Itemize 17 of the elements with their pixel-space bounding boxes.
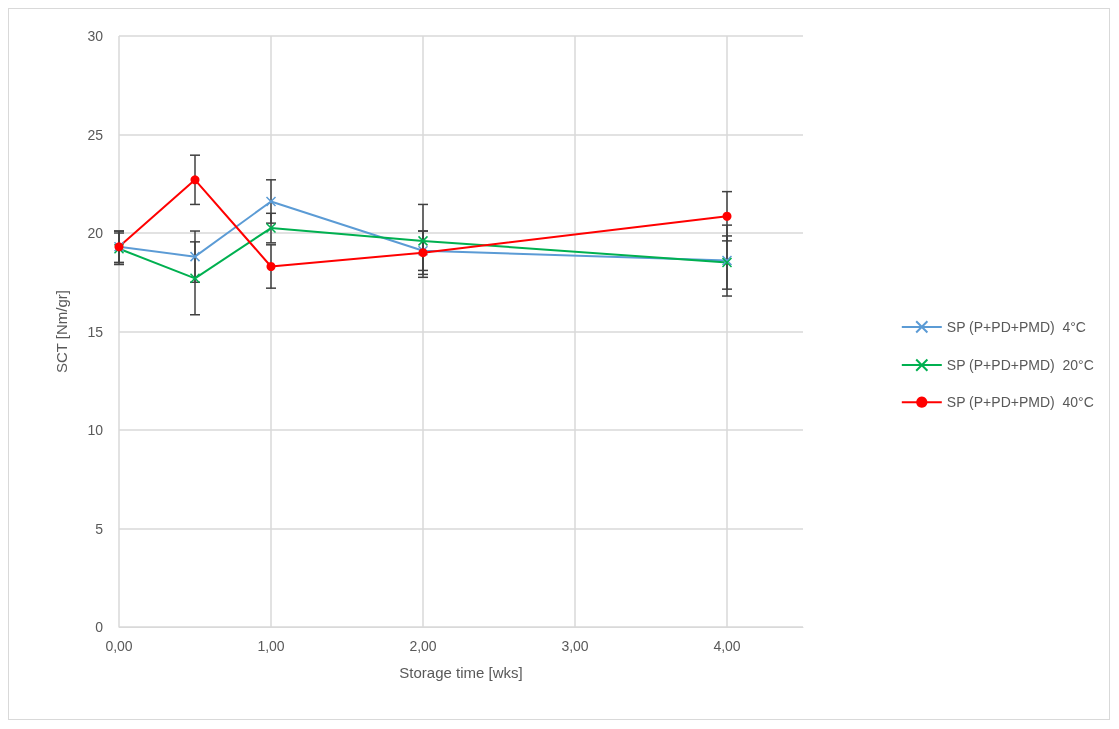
x-tick-label: 4,00 — [713, 638, 741, 654]
y-tick-label: 15 — [87, 323, 104, 340]
y-tick-label: 5 — [95, 520, 104, 537]
x-tick-label: 0,00 — [105, 638, 133, 654]
x-tick-label: 2,00 — [409, 638, 437, 654]
x-tick-label: 1,00 — [257, 638, 285, 654]
y-tick-label: 10 — [87, 422, 104, 438]
legend-label: SP (P+PD+PMD) 40°C — [946, 394, 1094, 411]
y-tick-label: 20 — [87, 225, 104, 241]
y-tick-label: 25 — [87, 126, 104, 143]
x-axis-title: Storage time [wks] — [399, 664, 523, 681]
x-tick-label: 3,00 — [561, 638, 589, 654]
legend-label: SP (P+PD+PMD) 4°C — [946, 318, 1086, 335]
y-tick-label: 0 — [95, 619, 104, 635]
y-tick-label: 30 — [87, 28, 104, 44]
legend-label: SP (P+PD+PMD) 20°C — [946, 357, 1094, 374]
y-axis-title: SCT [Nm/gr] — [53, 289, 70, 374]
